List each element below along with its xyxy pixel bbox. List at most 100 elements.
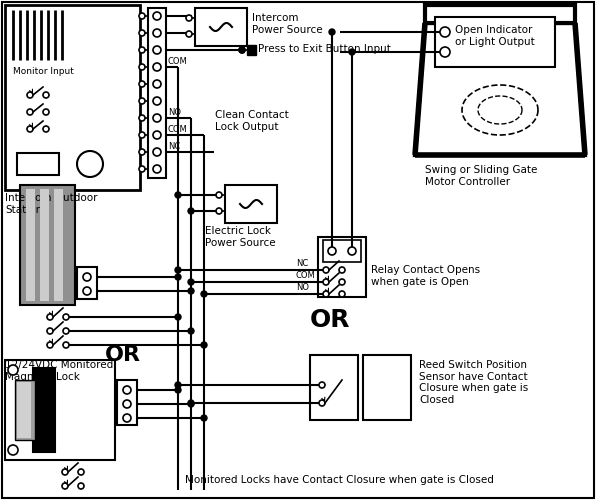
Circle shape (339, 279, 345, 285)
Circle shape (63, 328, 69, 334)
Circle shape (216, 208, 222, 214)
Circle shape (153, 97, 161, 105)
Circle shape (188, 400, 194, 406)
Text: Monitored Locks have Contact Closure when gate is Closed: Monitored Locks have Contact Closure whe… (185, 475, 494, 485)
Circle shape (201, 415, 207, 421)
Text: Electric Lock
Power Source: Electric Lock Power Source (205, 226, 275, 248)
Circle shape (153, 46, 161, 54)
Circle shape (47, 314, 53, 320)
Circle shape (319, 382, 325, 388)
Circle shape (43, 126, 49, 132)
Circle shape (139, 13, 145, 19)
Circle shape (62, 469, 68, 475)
Text: NC: NC (168, 142, 180, 151)
Circle shape (153, 114, 161, 122)
Circle shape (153, 12, 161, 20)
Circle shape (139, 149, 145, 155)
Circle shape (175, 387, 181, 393)
Circle shape (62, 483, 68, 489)
Circle shape (153, 29, 161, 37)
Circle shape (319, 400, 325, 406)
Circle shape (8, 445, 18, 455)
Circle shape (175, 267, 181, 273)
Bar (15, 380, 35, 440)
Text: Open Indicator
or Light Output: Open Indicator or Light Output (455, 25, 535, 46)
Circle shape (139, 81, 145, 87)
Circle shape (63, 342, 69, 348)
Circle shape (175, 192, 181, 198)
Circle shape (349, 49, 355, 55)
Circle shape (186, 15, 192, 21)
Bar (17, 153, 59, 175)
Circle shape (440, 27, 450, 37)
Circle shape (83, 273, 91, 281)
Text: OR: OR (105, 345, 141, 365)
Circle shape (153, 165, 161, 173)
Bar (5, 360, 115, 460)
Circle shape (139, 115, 145, 121)
Circle shape (139, 132, 145, 138)
Circle shape (153, 131, 161, 139)
Bar (425, 5, 575, 23)
Circle shape (188, 328, 194, 334)
Circle shape (239, 47, 245, 53)
Circle shape (339, 267, 345, 273)
Bar (33, 368, 55, 452)
Circle shape (328, 247, 336, 255)
Circle shape (47, 342, 53, 348)
Circle shape (27, 109, 33, 115)
Bar (435, 17, 555, 67)
Text: NO: NO (168, 108, 181, 117)
Circle shape (175, 382, 181, 388)
Circle shape (216, 192, 222, 198)
Circle shape (123, 414, 131, 422)
Bar (318, 237, 366, 297)
Circle shape (440, 47, 450, 57)
Circle shape (188, 208, 194, 214)
Bar (310, 355, 358, 420)
Circle shape (78, 483, 84, 489)
Circle shape (348, 247, 356, 255)
Bar (77, 267, 97, 299)
Circle shape (201, 291, 207, 297)
Bar (20, 185, 75, 305)
Circle shape (323, 267, 329, 273)
Text: Reed Switch Position
Sensor have Contact
Closure when gate is
Closed: Reed Switch Position Sensor have Contact… (419, 360, 528, 405)
Circle shape (77, 151, 103, 177)
Circle shape (139, 30, 145, 36)
Text: Press to Exit Button Input: Press to Exit Button Input (258, 44, 391, 54)
Polygon shape (415, 23, 585, 155)
Circle shape (188, 401, 194, 407)
Circle shape (175, 274, 181, 280)
Circle shape (139, 166, 145, 172)
Circle shape (153, 63, 161, 71)
Circle shape (43, 92, 49, 98)
Text: COM: COM (168, 125, 188, 134)
Circle shape (123, 386, 131, 394)
Circle shape (43, 109, 49, 115)
Text: Intercom
Power Source: Intercom Power Source (252, 13, 322, 34)
Bar (323, 240, 361, 262)
Bar (54, 189, 63, 301)
Circle shape (153, 80, 161, 88)
Text: Clean Contact
Lock Output: Clean Contact Lock Output (215, 110, 288, 132)
Bar (148, 8, 166, 178)
Bar (40, 189, 49, 301)
Circle shape (153, 148, 161, 156)
Text: Swing or Sliding Gate
Motor Controller: Swing or Sliding Gate Motor Controller (425, 165, 538, 186)
Bar (17, 382, 31, 438)
Text: 12/24VDC Monitored
Magnetic Lock: 12/24VDC Monitored Magnetic Lock (5, 360, 113, 382)
Circle shape (329, 29, 335, 35)
Text: Intercom Outdoor
Station: Intercom Outdoor Station (5, 193, 98, 214)
Bar (247, 45, 256, 55)
Circle shape (139, 64, 145, 70)
Bar (225, 185, 277, 223)
Circle shape (201, 342, 207, 348)
Bar (117, 380, 137, 425)
Circle shape (78, 469, 84, 475)
Text: COM: COM (168, 57, 188, 66)
Bar (26, 189, 35, 301)
Bar (363, 355, 411, 420)
Circle shape (83, 287, 91, 295)
Circle shape (139, 98, 145, 104)
